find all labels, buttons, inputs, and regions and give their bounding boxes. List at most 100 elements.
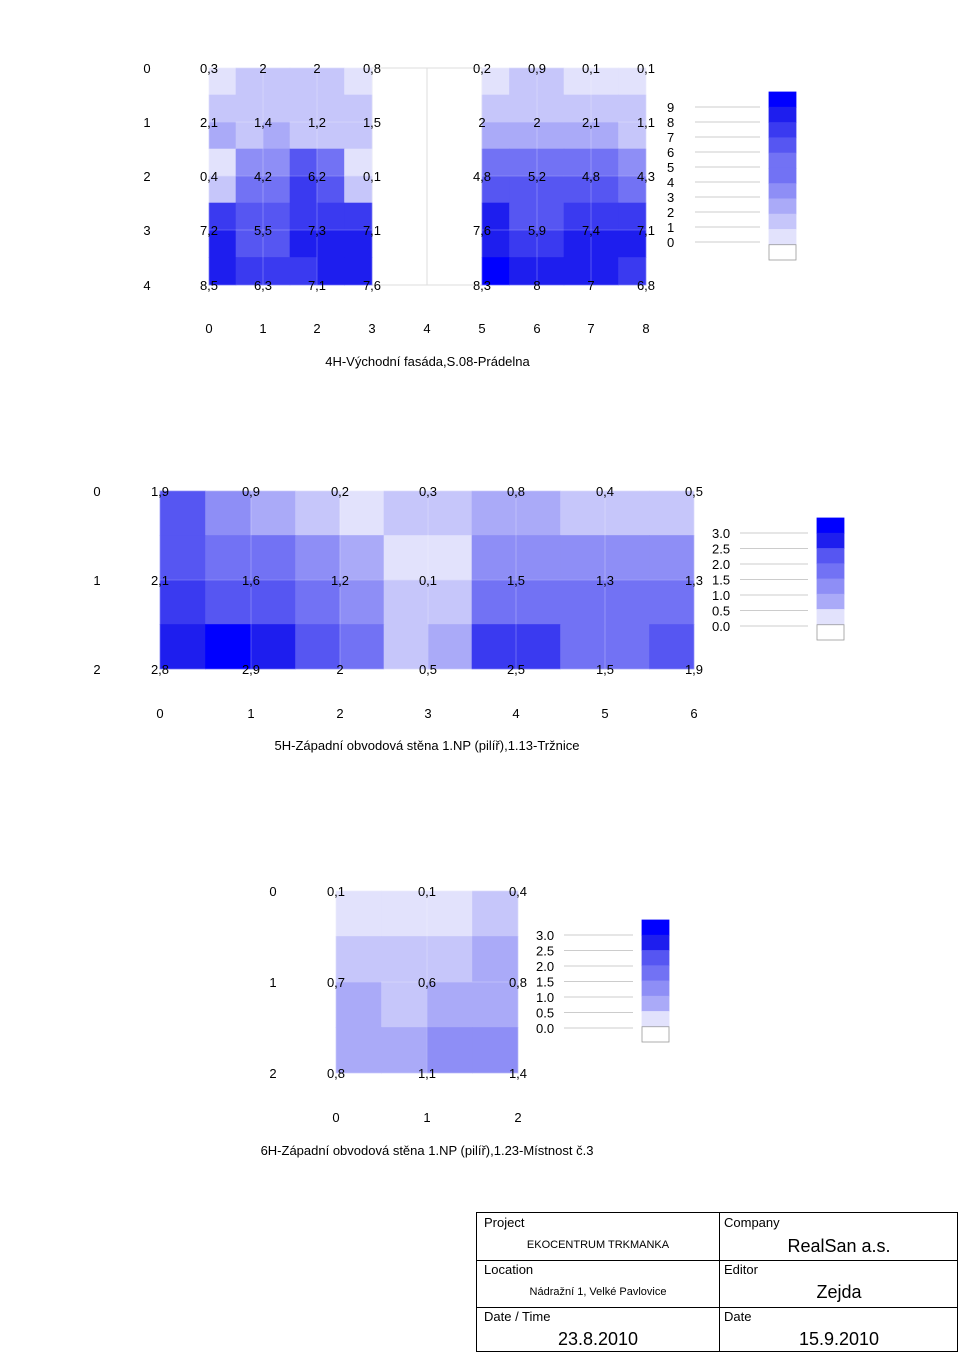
data-label: 0,9: [528, 61, 546, 76]
legend-swatch: [768, 167, 797, 185]
heatmap-cell: [509, 148, 538, 177]
legend-swatch: [816, 548, 845, 565]
heatmap-cell: [536, 229, 565, 258]
heatmap-cell: [159, 490, 206, 536]
heatmap-cell: [381, 890, 428, 937]
heatmap-cell: [563, 67, 592, 96]
heatmap-cell: [509, 257, 538, 286]
data-label: 8: [533, 278, 540, 293]
heatmap-cell: [235, 229, 264, 258]
heatmap-cell: [560, 579, 606, 625]
heatmap-cell: [515, 579, 561, 625]
legend-swatch: [641, 1026, 670, 1043]
heatmap-chart-6h: 0,1 0,1 0,4 0,7 0,6 0,8 0,8 1,1 1,4 0 1 2 0 1 2 6H-Zápa…: [261, 884, 670, 1158]
data-label: 7,1: [308, 278, 326, 293]
data-label: 4,2: [254, 169, 272, 184]
data-label: 7,6: [473, 223, 491, 238]
y-tick-label: 1: [93, 573, 100, 588]
x-tick-label: 5: [601, 706, 608, 721]
data-label: 2: [533, 115, 540, 130]
company-label: Company: [724, 1215, 780, 1230]
heatmap-cell: [316, 202, 345, 231]
legend-swatch: [816, 609, 845, 626]
legend: 3.02.52.01.51.00.50.0: [712, 517, 845, 641]
y-tick-label: 1: [143, 115, 150, 130]
y-tick-label: 0: [93, 484, 100, 499]
heatmap-cell: [383, 579, 429, 625]
x-tick-label: 5: [478, 321, 485, 336]
legend-level-label: 3.0: [536, 928, 554, 943]
legend-swatch: [816, 517, 845, 534]
legend-swatch: [816, 593, 845, 610]
heatmap-cell: [481, 148, 510, 177]
data-label: 2: [259, 61, 266, 76]
heatmap-cell: [339, 624, 385, 670]
data-label: 0,8: [507, 484, 525, 499]
heatmap-cell: [339, 490, 385, 536]
heatmap-cell: [208, 94, 237, 123]
legend-swatch: [641, 980, 670, 997]
legend-swatch: [768, 122, 797, 139]
date-value: 15.9.2010: [798, 1329, 880, 1349]
legend-level-label: 0.5: [536, 1006, 554, 1021]
heatmap-cell: [481, 175, 510, 204]
heatmap-cell: [471, 490, 517, 536]
heatmap-cell: [618, 67, 647, 96]
legend-level-label: 5: [667, 160, 674, 175]
data-label: 0,2: [331, 484, 349, 499]
heatmap-cell: [262, 121, 291, 150]
x-tick-label: 0: [332, 1110, 339, 1125]
data-label: 2,9: [242, 662, 260, 677]
x-tick-label: 0: [156, 706, 163, 721]
x-tick-label: 1: [259, 321, 266, 336]
heatmap-cell: [295, 624, 341, 670]
data-label: 0,5: [685, 484, 703, 499]
heatmap-cell: [289, 148, 318, 177]
date-label: Date: [724, 1309, 752, 1324]
heatmap-cell: [208, 67, 237, 96]
heatmap-cell: [515, 490, 561, 536]
heatmap-cell: [509, 202, 538, 231]
heatmap-cell: [590, 121, 619, 150]
heatmap-cell: [563, 257, 592, 286]
data-label: 5,5: [254, 223, 272, 238]
heatmap-cell: [339, 535, 385, 581]
data-label: 6,2: [308, 169, 326, 184]
heatmap-cell: [262, 202, 291, 231]
legend-swatch: [816, 532, 845, 549]
chart-title: 5H-Západní obvodová stěna 1.NP (pilíř),1…: [275, 738, 580, 753]
heatmap-cell: [383, 490, 429, 536]
heatmap-cell: [289, 202, 318, 231]
data-label: 5,9: [528, 223, 546, 238]
data-label: 1,2: [331, 573, 349, 588]
heatmap-cell: [208, 229, 237, 258]
heatmap-cell: [335, 1027, 382, 1074]
heatmap-cell: [536, 257, 565, 286]
data-label: 0,1: [327, 884, 345, 899]
legend-swatch: [768, 152, 797, 169]
heatmap-cell: [536, 148, 565, 177]
datetime-value: 23.8.2010: [557, 1329, 639, 1349]
heatmap-cell: [316, 121, 345, 150]
heatmap-cell: [344, 67, 373, 96]
data-label: 7: [587, 278, 594, 293]
heatmap-cell: [235, 202, 264, 231]
legend-swatch: [768, 213, 797, 230]
heatmap-cell: [472, 890, 519, 937]
project-label: Project: [484, 1215, 525, 1230]
legend-swatch: [768, 106, 797, 123]
data-label: 0,2: [473, 61, 491, 76]
legend-level-label: 8: [667, 115, 674, 130]
legend-level-label: 0: [667, 235, 674, 250]
x-tick-label: 4: [512, 706, 519, 721]
x-tick-label: 4: [423, 321, 430, 336]
legend-swatch: [768, 244, 797, 261]
data-label: 0,9: [242, 484, 260, 499]
heatmap-cell: [250, 624, 296, 670]
heatmap-cell: [472, 936, 519, 983]
heatmap-cell: [618, 148, 647, 177]
heatmap-cell: [316, 175, 345, 204]
title-block: Project EKOCENTRUM TRKMANKA Company Real…: [476, 1212, 958, 1352]
legend-swatch: [816, 563, 845, 580]
legend-level-label: 6: [667, 145, 674, 160]
